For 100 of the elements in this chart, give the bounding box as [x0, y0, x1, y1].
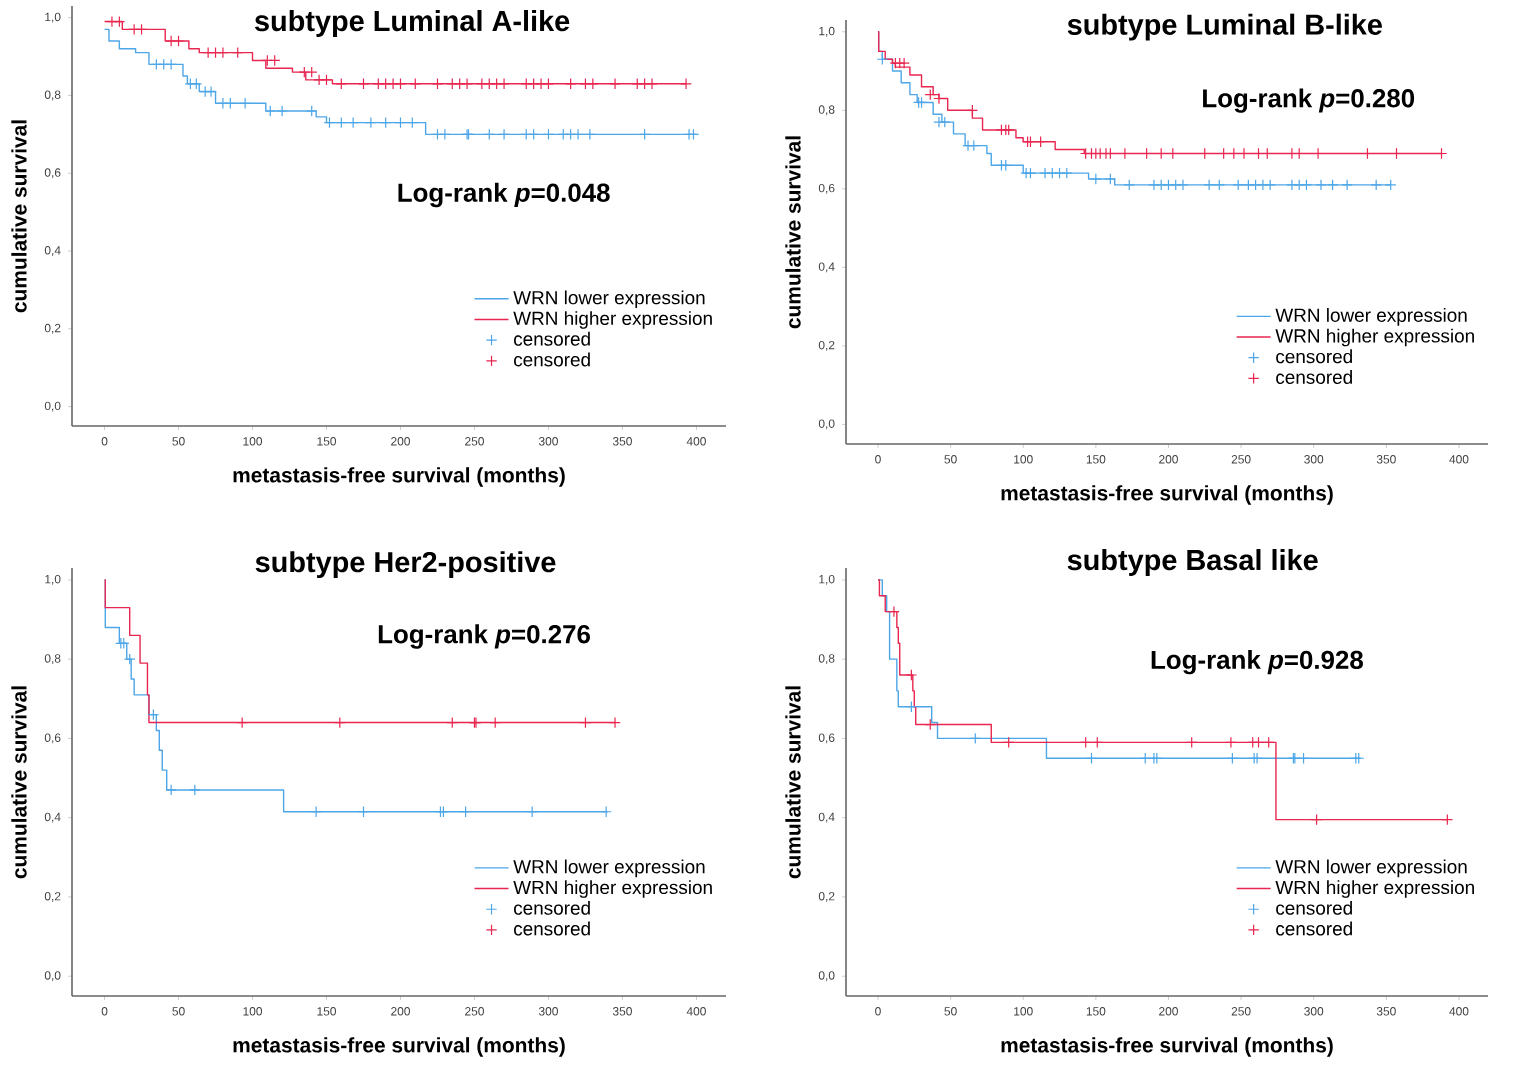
point [1252, 736, 1265, 749]
point [261, 54, 274, 67]
point [483, 128, 496, 141]
y-axis-title: cumulative survival [785, 686, 801, 879]
x-axis-title: metastasis-free survival (months) [1001, 1037, 1333, 1057]
point [189, 784, 201, 796]
point [490, 78, 503, 90]
point [334, 716, 346, 729]
point [453, 78, 466, 90]
x-axis-title: metastasis-free survival (months) [233, 467, 565, 487]
point [1053, 167, 1066, 179]
point [933, 116, 945, 128]
chart-title: subtype Her2-positive [255, 551, 556, 579]
legend-label: censored [1276, 900, 1352, 915]
y-axis-title: cumulative survival [11, 120, 27, 313]
point [268, 54, 281, 67]
point [527, 128, 540, 141]
point [1046, 167, 1059, 179]
point [1341, 179, 1353, 191]
point [209, 46, 222, 59]
point [365, 116, 377, 129]
point [1293, 179, 1305, 191]
point [535, 78, 547, 90]
point [320, 74, 333, 86]
legend-label: censored [514, 900, 590, 915]
point [1264, 179, 1276, 191]
point [150, 58, 163, 71]
point [357, 78, 370, 90]
legend-label: WRN lower expression [513, 290, 705, 309]
point [147, 708, 160, 721]
legend-label: censored [1276, 921, 1352, 936]
point [646, 78, 658, 90]
point [962, 139, 974, 152]
point [394, 78, 407, 90]
x-axis-title: metastasis-free survival (months) [233, 1037, 565, 1057]
point [1213, 179, 1226, 191]
point [1079, 736, 1092, 749]
point [372, 78, 385, 90]
point [276, 105, 288, 117]
point [165, 58, 177, 71]
point [310, 805, 322, 818]
legend-label: WRN higher expression [1275, 880, 1474, 898]
chart-title: subtype Basal like [1067, 549, 1318, 576]
point [1300, 179, 1313, 191]
point [1232, 179, 1244, 191]
point [1185, 736, 1198, 749]
legend-label: WRN lower expression [513, 859, 705, 878]
point [631, 78, 644, 90]
legend-label: censored [1276, 349, 1352, 364]
point [557, 128, 570, 141]
point [1034, 135, 1047, 148]
legend-label: censored [1276, 370, 1352, 384]
point [1326, 179, 1339, 191]
point [217, 46, 229, 59]
point [1246, 736, 1259, 749]
point [113, 15, 126, 28]
point [347, 116, 359, 129]
point [579, 716, 592, 729]
point [542, 128, 555, 141]
chart-title: subtype Luminal A-like [254, 9, 570, 37]
annotation: Log-rank p=0.280 [1203, 88, 1415, 113]
point [888, 605, 900, 618]
point [165, 35, 177, 47]
point [1249, 179, 1262, 191]
point [968, 139, 980, 152]
point [1310, 813, 1323, 826]
point [893, 57, 906, 69]
point [217, 97, 229, 110]
point [1262, 736, 1275, 749]
point [638, 128, 651, 141]
point [439, 128, 451, 141]
point [305, 66, 318, 78]
point [165, 784, 177, 796]
point [157, 58, 170, 71]
point [1002, 736, 1015, 749]
point [905, 669, 918, 681]
point [1024, 167, 1037, 179]
point [1039, 167, 1051, 179]
point [889, 57, 902, 69]
point [1169, 179, 1182, 191]
point [461, 78, 473, 90]
point [1061, 167, 1073, 179]
point [379, 78, 392, 90]
point [924, 718, 937, 731]
point [1370, 179, 1382, 191]
annotation: Log-rank p=0.928 [1151, 650, 1363, 675]
point [264, 105, 277, 117]
point [409, 78, 422, 90]
point [123, 653, 136, 665]
point [572, 128, 584, 141]
point [1000, 159, 1012, 172]
point [1155, 179, 1167, 191]
point [489, 716, 501, 729]
point [584, 128, 596, 141]
point [1139, 752, 1152, 765]
point [224, 97, 237, 110]
point [1242, 179, 1255, 191]
legend-label: censored [514, 331, 590, 346]
point [876, 53, 889, 66]
annotation: Log-rank p=0.276 [378, 624, 590, 649]
